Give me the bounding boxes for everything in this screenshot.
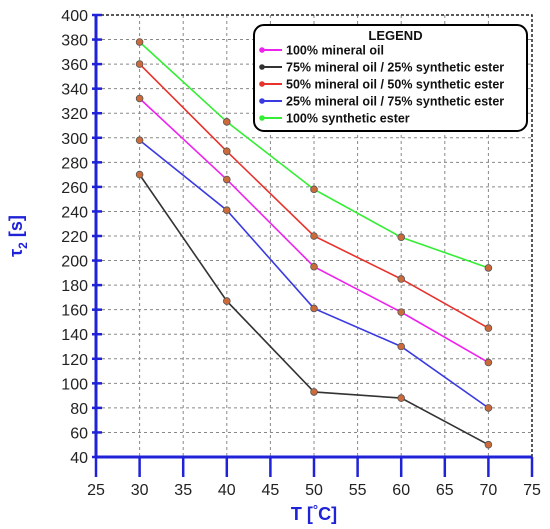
x-tick-label: 75 xyxy=(523,482,541,499)
data-point-2 xyxy=(397,394,406,402)
data-point-4 xyxy=(484,404,493,412)
y-tick-label: 60 xyxy=(70,425,88,442)
data-point-5 xyxy=(397,233,406,242)
y-tick-label: 220 xyxy=(61,229,88,246)
data-point-3 xyxy=(310,232,318,240)
data-point-4 xyxy=(397,342,406,351)
legend-marker-4 xyxy=(259,98,265,104)
data-point-3 xyxy=(484,324,493,332)
data-point-2 xyxy=(310,388,318,396)
y-tick-label: 120 xyxy=(61,352,88,369)
x-tick-label: 35 xyxy=(174,482,192,499)
y-tick-label: 40 xyxy=(70,450,88,467)
y-tick-label: 360 xyxy=(61,57,88,74)
x-tick-label: 70 xyxy=(480,482,498,499)
y-tick-label: 340 xyxy=(61,82,88,99)
data-point-2 xyxy=(135,170,144,179)
y-tick-label: 180 xyxy=(61,278,88,295)
legend: LEGEND 100% mineral oil 75% mineral oil /… xyxy=(253,24,528,132)
x-tick-label: 55 xyxy=(349,482,367,499)
data-point-3 xyxy=(223,147,231,156)
data-point-1 xyxy=(310,262,318,271)
x-tick-label: 30 xyxy=(131,482,149,499)
x-tick-label: 60 xyxy=(392,482,410,499)
data-point-3 xyxy=(135,60,144,68)
y-tick-label: 280 xyxy=(61,155,88,172)
axes xyxy=(92,13,534,477)
legend-items: 100% mineral oil 75% mineral oil / 25% sy… xyxy=(259,44,504,126)
legend-label-5: 100% synthetic ester xyxy=(286,112,410,126)
legend-label-4: 25% mineral oil / 75% synthetic ester xyxy=(286,95,504,109)
x-axis-title: T [°C] xyxy=(291,502,337,524)
data-point-5 xyxy=(135,38,144,46)
x-tick-label: 25 xyxy=(87,482,105,499)
y-tick-label: 300 xyxy=(61,131,88,148)
legend-marker-3 xyxy=(259,81,265,87)
tick-labels: 25 30 35 40 45 50 55 60 65 70 75 40 60 80 100 120 140 160… xyxy=(61,8,541,499)
legend-marker-1 xyxy=(259,47,265,53)
data-point-1 xyxy=(223,175,231,184)
data-point-4 xyxy=(135,136,144,145)
legend-title: LEGEND xyxy=(368,28,422,43)
data-point-1 xyxy=(135,94,144,103)
x-tick-label: 65 xyxy=(436,482,454,499)
x-tick-label: 50 xyxy=(305,482,323,499)
legend-label-1: 100% mineral oil xyxy=(286,44,384,58)
x-tick-label: 45 xyxy=(262,482,280,499)
y-axis-title: τ2 [s] xyxy=(6,215,30,257)
y-tick-label: 200 xyxy=(61,254,88,271)
y-tick-label: 260 xyxy=(61,180,88,197)
y-tick-label: 320 xyxy=(61,106,88,123)
y-tick-label: 400 xyxy=(61,8,88,25)
data-point-2 xyxy=(484,440,493,449)
y-tick-label: 240 xyxy=(61,204,88,221)
data-point-1 xyxy=(484,358,493,367)
data-point-4 xyxy=(223,206,231,215)
y-tick-label: 100 xyxy=(61,376,88,393)
data-point-2 xyxy=(223,297,231,305)
y-tick-label: 140 xyxy=(61,327,88,344)
data-point-5 xyxy=(484,264,493,272)
y-tick-label: 160 xyxy=(61,303,88,320)
legend-box xyxy=(253,24,528,132)
data-point-5 xyxy=(310,185,318,194)
data-point-1 xyxy=(397,308,406,316)
data-point-3 xyxy=(397,275,406,283)
y-tick-label: 80 xyxy=(70,401,88,418)
legend-label-2: 75% mineral oil / 25% synthetic ester xyxy=(286,61,504,75)
series-lines xyxy=(135,38,493,449)
data-point-4 xyxy=(310,304,318,313)
data-point-5 xyxy=(223,118,231,126)
legend-marker-2 xyxy=(259,64,265,70)
x-tick-label: 40 xyxy=(218,482,236,499)
legend-marker-5 xyxy=(259,115,265,121)
legend-label-3: 50% mineral oil / 50% synthetic ester xyxy=(286,78,504,92)
y-tick-label: 380 xyxy=(61,33,88,50)
